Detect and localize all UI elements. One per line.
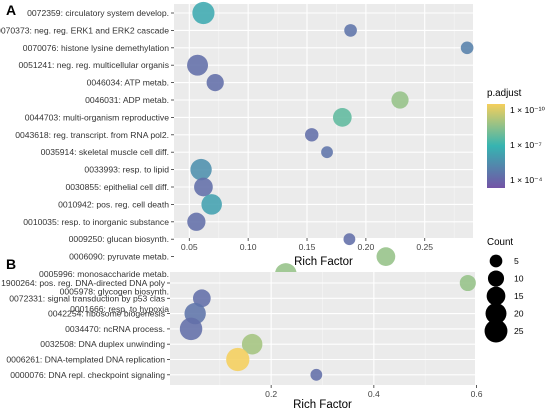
color-legend-label: 1 × 10⁻⁷ [510,140,542,150]
panel-b-point [192,289,211,308]
panel-b-term-label: 0000076: DNA repl. checkpoint signaling [10,370,165,380]
panel-a-point [376,247,396,266]
panel-a-term-label: 0010942: pos. reg. cell death [58,199,169,209]
panel-b-label: B [6,256,16,272]
panel-a-term-label: 0043618: reg. transcript. from RNA pol2. [15,130,169,140]
panel-a-point [192,1,215,25]
color-legend-labels: 1 × 10⁻¹⁰ 1 × 10⁻⁷ 1 × 10⁻⁴ [505,105,546,185]
panel-a-term-label: 0010035: resp. to inorganic substance [23,217,169,227]
panel-a-x-ticks: 0.05 0.10 0.15 0.20 0.25 [181,238,433,252]
size-legend-label: 15 [514,291,524,301]
panel-a-term-label: 0030855: epithelial cell diff. [65,182,169,192]
panel-a-term-label: 0072359: circulatory system develop. [27,8,169,18]
panel-a-term-label: 0070373: neg. reg. ERK1 and ERK2 cascade [0,25,169,35]
size-legend-label: 5 [514,256,519,266]
panel-a-x-tick-label: 0.10 [240,242,257,252]
panel-a-point [206,73,224,92]
panel-b-point [179,317,203,341]
panel-a-point [304,128,319,142]
panel-a-term-label: 0035914: skeletal muscle cell diff. [41,147,169,157]
panel-a-term-label: 0006090: pyruvate metab. [69,252,169,262]
panel-a-x-tick-label: 0.20 [358,242,375,252]
panel-b-term-label: 0032508: DNA duplex unwinding [40,339,165,349]
panel-b-x-ticks: 0.2 0.4 0.6 [265,385,483,399]
color-legend-label: 1 × 10⁻¹⁰ [510,105,546,115]
panel-a-plot-background [174,4,473,238]
color-legend-title: p.adjust [487,88,522,99]
panel-a-term-label: 0005996: monosaccharide metab. [39,269,169,279]
panel-a-term-labels: 0072359: circulatory system develop. 0070… [0,8,174,314]
legend: p.adjust 1 × 10⁻¹⁰ 1 × 10⁻⁷ 1 × 10⁻⁴ Count… [484,88,546,343]
panel-b-term-label: 0034470: ncRNA process. [65,324,165,334]
size-legend-title: Count [487,237,513,248]
panel-a-point [187,212,206,231]
size-legend: 5 10 15 20 25 [484,254,524,343]
panel-a-point [194,177,213,197]
panel-b-point [310,368,323,381]
panel-b-gridlines [170,272,478,385]
panel-b-point [241,333,263,355]
panel-a-label: A [6,2,16,18]
panel-a-point [391,91,409,109]
panel-b-term-label: 1900264: pos. reg. DNA-directed DNA poly [1,278,166,288]
panel-a-x-axis-title: Rich Factor [294,256,353,268]
panel-a-x-tick-label: 0.25 [416,242,433,252]
panel-a-term-label: 0044703: multi-organism reproductive [25,112,169,122]
panel-b: B 1900264: pos. reg. DNA-directed DNA po… [1,256,483,411]
size-legend-dot [487,270,505,287]
panel-a-term-label: 0070076: histone lysine demethylation [23,43,169,53]
panel-a-point [190,158,212,181]
panel-a-point [344,24,357,37]
panel-a-x-tick-label: 0.15 [299,242,316,252]
panel-b-point [459,274,476,292]
panel-a-term-label: 0046031: ADP metab. [85,95,169,105]
panel-a-term-label: 0005978: glycogen biosynth. [60,286,169,296]
panel-b-point [226,347,250,372]
panel-a-point [201,194,222,215]
panel-b-x-axis-title: Rich Factor [293,399,352,411]
panel-a: A 0072359: circulatory system develop.00… [0,1,474,321]
panel-a-term-label: 0033993: resp. to lipid [84,165,169,175]
size-legend-label: 25 [514,326,524,336]
panel-a-term-label: 0009250: glucan biosynth. [69,234,169,244]
size-legend-dot [485,303,507,324]
color-legend-label: 1 × 10⁻⁴ [510,175,543,185]
panel-a-term-label: 0051241: neg. reg. multicellular organis [19,60,169,70]
size-legend-dot [486,286,506,306]
panel-b-points [179,274,476,381]
panel-a-x-tick-label: 0.05 [181,242,198,252]
panel-b-term-label: 0072331: signal transduction by p53 clas [9,293,165,303]
panel-a-term-label: 0001666: resp. to hypoxia [70,304,169,314]
panel-a-term-label: 0046034: ATP metab. [87,78,169,88]
size-legend-dot [489,254,503,268]
size-legend-dot [484,319,508,343]
color-legend-bar [487,104,505,188]
panel-a-point [321,146,333,159]
panel-b-term-label: 0006261: DNA-templated DNA replication [6,355,165,365]
panel-a-point [187,54,209,76]
panel-b-x-tick-label: 0.4 [368,389,380,399]
panel-b-term-labels: 1900264: pos. reg. DNA-directed DNA poly… [1,278,170,380]
panel-b-term-label: 0042254: ribosome biogenesis [48,309,165,319]
size-legend-label: 10 [514,274,524,284]
panel-b-x-tick-label: 0.6 [471,389,483,399]
panel-a-point [460,41,474,55]
panel-b-x-tick-label: 0.2 [265,389,277,399]
panel-a-point [343,233,356,246]
size-legend-label: 20 [514,309,524,319]
panel-a-point [332,108,352,127]
